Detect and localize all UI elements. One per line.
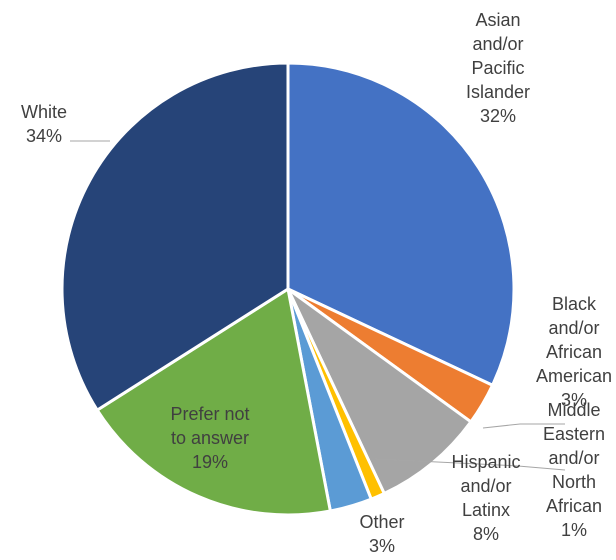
data-label-line: White: [21, 102, 67, 122]
data-label-line: and/or: [548, 448, 599, 468]
data-label-white: White 34%: [21, 102, 67, 146]
data-label-percent: 19%: [192, 452, 228, 472]
data-label-line: Eastern: [543, 424, 605, 444]
data-label-black-and-or-african-american: Black and/or African American 3%: [536, 294, 612, 410]
pie-slice-asian-and-or-pacific-islander: [286, 61, 516, 388]
data-label-percent: 32%: [480, 106, 516, 126]
slices-layer: [60, 61, 516, 517]
data-label-middle-eastern-and-or-north-african: Middle Eastern and/or North African 1%: [543, 400, 605, 540]
pie-slice-hispanic-and-or-latinx: [286, 287, 473, 496]
data-label-line: African: [546, 342, 602, 362]
leader-lines-layer: [70, 140, 566, 471]
pie-slice-prefer-not-to-answer: [95, 286, 333, 517]
data-label-line: Middle: [547, 400, 600, 420]
data-label-line: Other: [359, 512, 404, 532]
data-label-line: Pacific: [471, 58, 524, 78]
data-label-percent: 3%: [369, 536, 395, 556]
data-label-hispanic-and-or-latinx: Hispanic and/or Latinx 8%: [451, 452, 520, 544]
data-label-percent: 3%: [561, 390, 587, 410]
leader-line: [482, 423, 565, 429]
data-label-prefer-not-to-answer: Prefer not to answer 19%: [170, 404, 249, 472]
data-label-line: Asian: [475, 10, 520, 30]
labels-layer: Asian and/or Pacific Islander 32% Black and/or…: [21, 10, 612, 556]
data-label-line: to answer: [171, 428, 249, 448]
data-label-percent: 8%: [473, 524, 499, 544]
data-label-line: and/or: [460, 476, 511, 496]
data-label-line: and/or: [548, 318, 599, 338]
data-label-percent: 34%: [26, 126, 62, 146]
data-label-line: Prefer not: [170, 404, 249, 424]
data-label-line: Hispanic: [451, 452, 520, 472]
data-label-line: North: [552, 472, 596, 492]
data-label-line: Black: [552, 294, 597, 314]
data-label-line: American: [536, 366, 612, 386]
data-label-asian-and-or-pacific-islander: Asian and/or Pacific Islander 32%: [466, 10, 530, 126]
data-label-line: and/or: [472, 34, 523, 54]
pie-slice-white: [60, 61, 290, 413]
data-label-other: Other 3%: [359, 512, 404, 556]
leader-line: [374, 458, 566, 471]
data-label-percent: 1%: [561, 520, 587, 540]
data-label-line: Islander: [466, 82, 530, 102]
data-label-line: Latinx: [462, 500, 510, 520]
data-label-line: African: [546, 496, 602, 516]
